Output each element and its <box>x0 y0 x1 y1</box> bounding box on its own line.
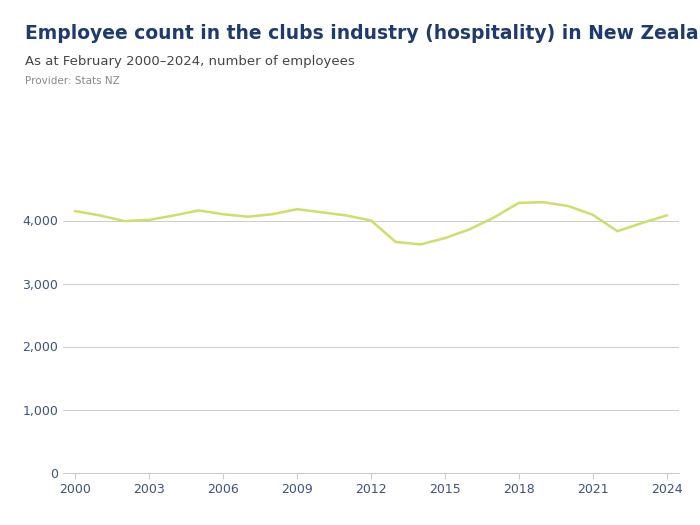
Text: Provider: Stats NZ: Provider: Stats NZ <box>25 76 119 86</box>
Text: As at February 2000–2024, number of employees: As at February 2000–2024, number of empl… <box>25 55 354 68</box>
Text: figure.nz: figure.nz <box>583 20 659 34</box>
Text: Employee count in the clubs industry (hospitality) in New Zealand: Employee count in the clubs industry (ho… <box>25 24 700 43</box>
